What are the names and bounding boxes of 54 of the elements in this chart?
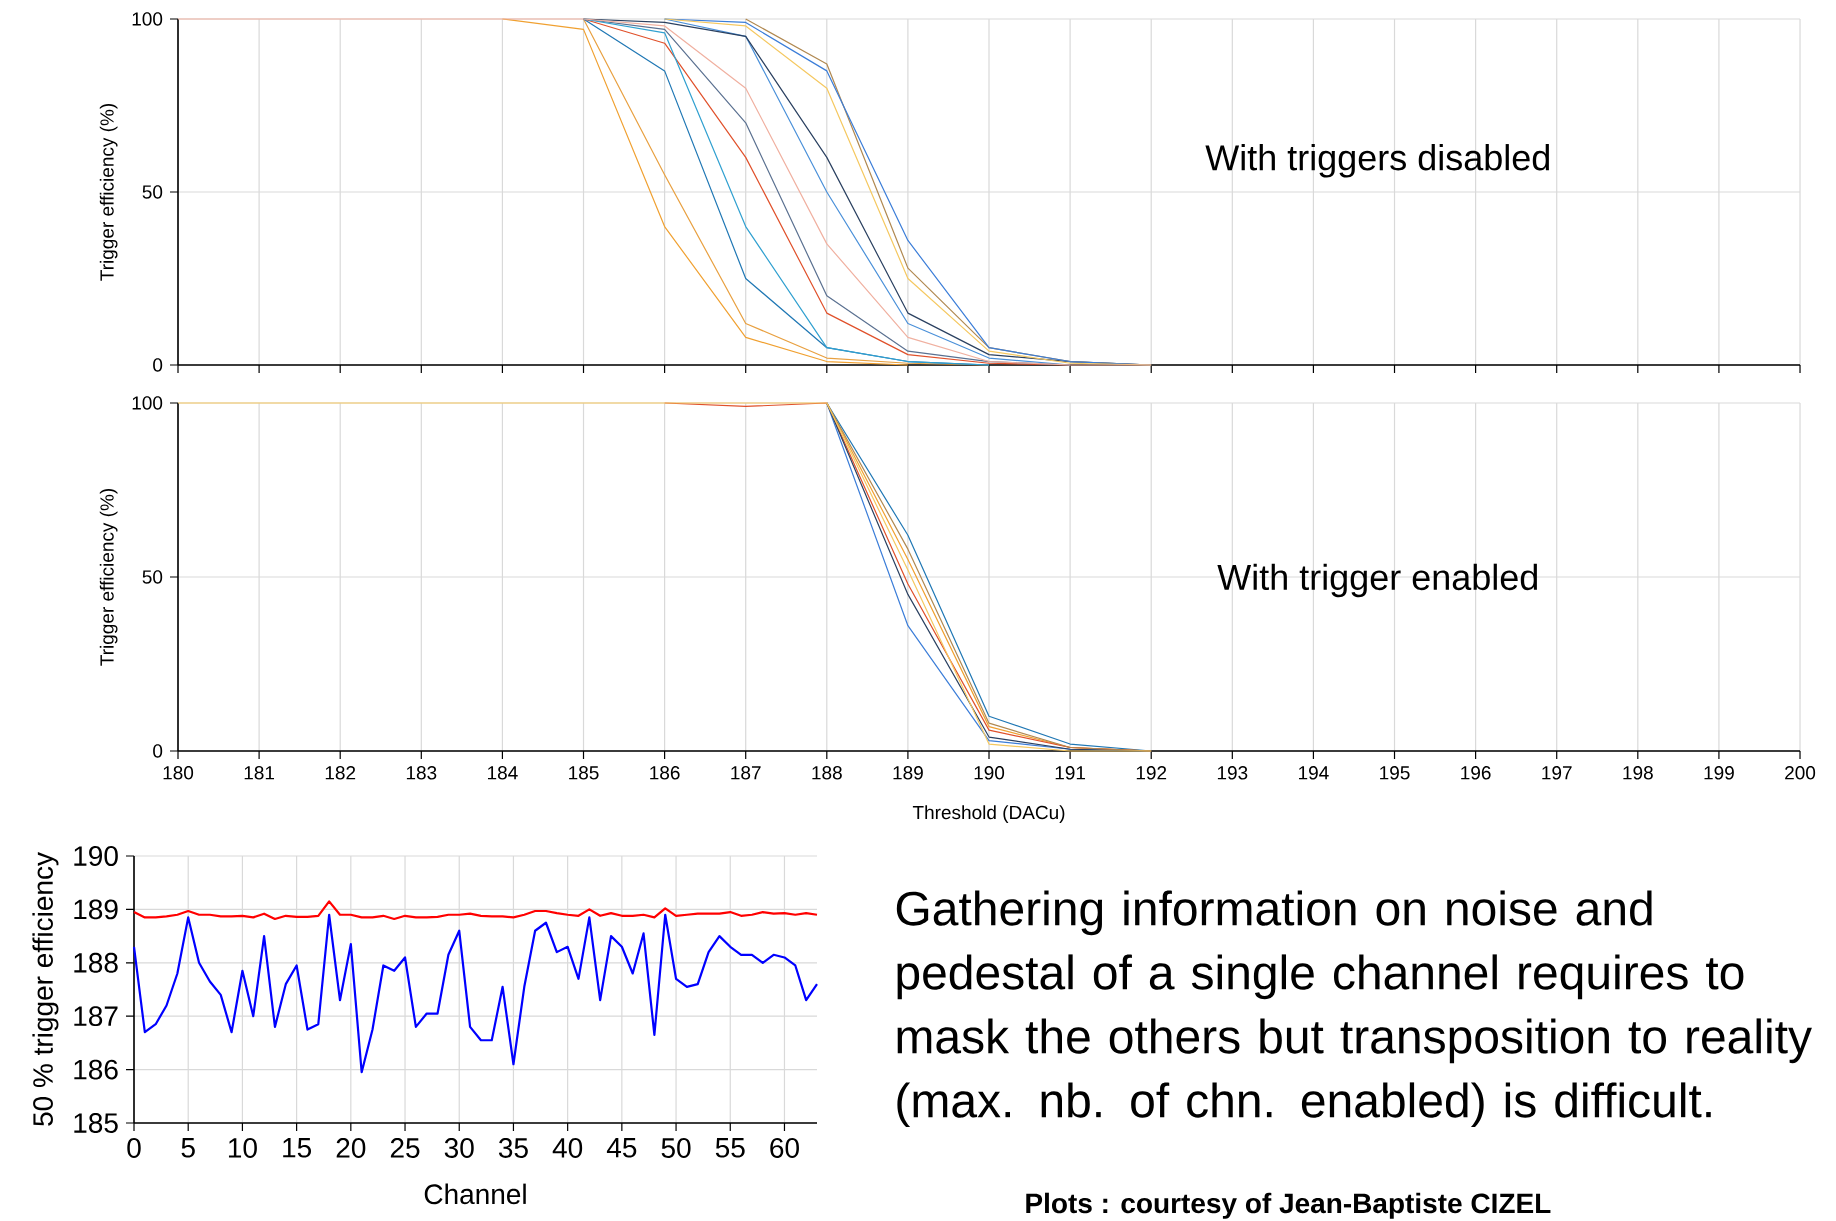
x-tick-label: 60 [770,1138,799,1158]
x-tick-label: 55 [715,1138,745,1158]
x-tick-label: 186 [650,766,680,780]
x-tick-label: 40 [552,1138,583,1158]
annotation: With trigger enabled [1217,563,1537,598]
y-axis-title: Trigger efficiency (%) [99,488,118,666]
x-tick-label: 25 [390,1138,420,1158]
y-tick-label: 185 [74,1113,118,1133]
x-tick-label: 200 [1785,766,1816,780]
x-tick-label: 192 [1136,766,1167,780]
x-tick-label: 198 [1623,766,1653,780]
y-tick-label: 0 [153,358,163,372]
y-tick-label: 190 [74,846,118,866]
y-tick-label: 186 [74,1059,118,1080]
x-tick-label: 5 [181,1138,195,1158]
x-axis-title: Channel [424,1183,526,1205]
x-tick-label: 20 [336,1138,366,1158]
x-tick-label: 188 [812,766,842,780]
x-tick-label: 180 [163,766,194,780]
x-tick-label: 196 [1461,766,1491,780]
x-tick-label: 15 [283,1138,312,1158]
y-tick-label: 189 [74,899,118,920]
y-tick-label: 188 [74,952,118,973]
x-tick-label: 184 [488,766,518,780]
x-axis-title: Threshold (DACu) [912,805,1065,823]
x-tick-label: 187 [731,766,761,780]
x-tick-label: 181 [244,766,275,780]
annotation: With triggers disabled [1205,144,1549,178]
x-tick-label: 35 [498,1138,528,1158]
x-tick-label: 190 [974,766,1005,780]
x-tick-label: 193 [1217,766,1248,780]
x-tick-label: 191 [1055,766,1086,780]
y-tick-label: 187 [74,1006,118,1027]
y-tick-label: 50 [142,185,163,199]
x-tick-label: 45 [606,1138,637,1158]
y-tick-label: 100 [132,12,163,26]
text: Gathering information on noise and pedestal of a single channel requires to mask the others but transposition to reality (max. nb. of chn. enabled) is difficult. [896,890,1812,1128]
x-tick-label: 183 [406,766,437,780]
x-tick-label: 50 [661,1138,691,1158]
x-tick-label: 30 [444,1138,474,1158]
text: Plots : courtesy of Jean-Baptiste CIZEL [1026,1192,1551,1219]
y-tick-label: 50 [142,570,163,584]
y-axis-title: 50 % trigger efficiency [32,852,59,1126]
y-tick-label: 0 [153,744,163,758]
x-tick-label: 189 [893,766,923,780]
y-tick-label: 100 [132,396,163,410]
x-tick-label: 197 [1542,766,1572,780]
x-tick-label: 199 [1704,766,1734,780]
x-tick-label: 195 [1380,766,1410,780]
x-tick-label: 10 [228,1138,257,1158]
x-tick-label: 194 [1299,766,1329,780]
x-tick-label: 182 [325,766,356,780]
y-axis-title: Trigger efficiency (%) [99,103,118,281]
x-tick-label: 185 [569,766,599,780]
